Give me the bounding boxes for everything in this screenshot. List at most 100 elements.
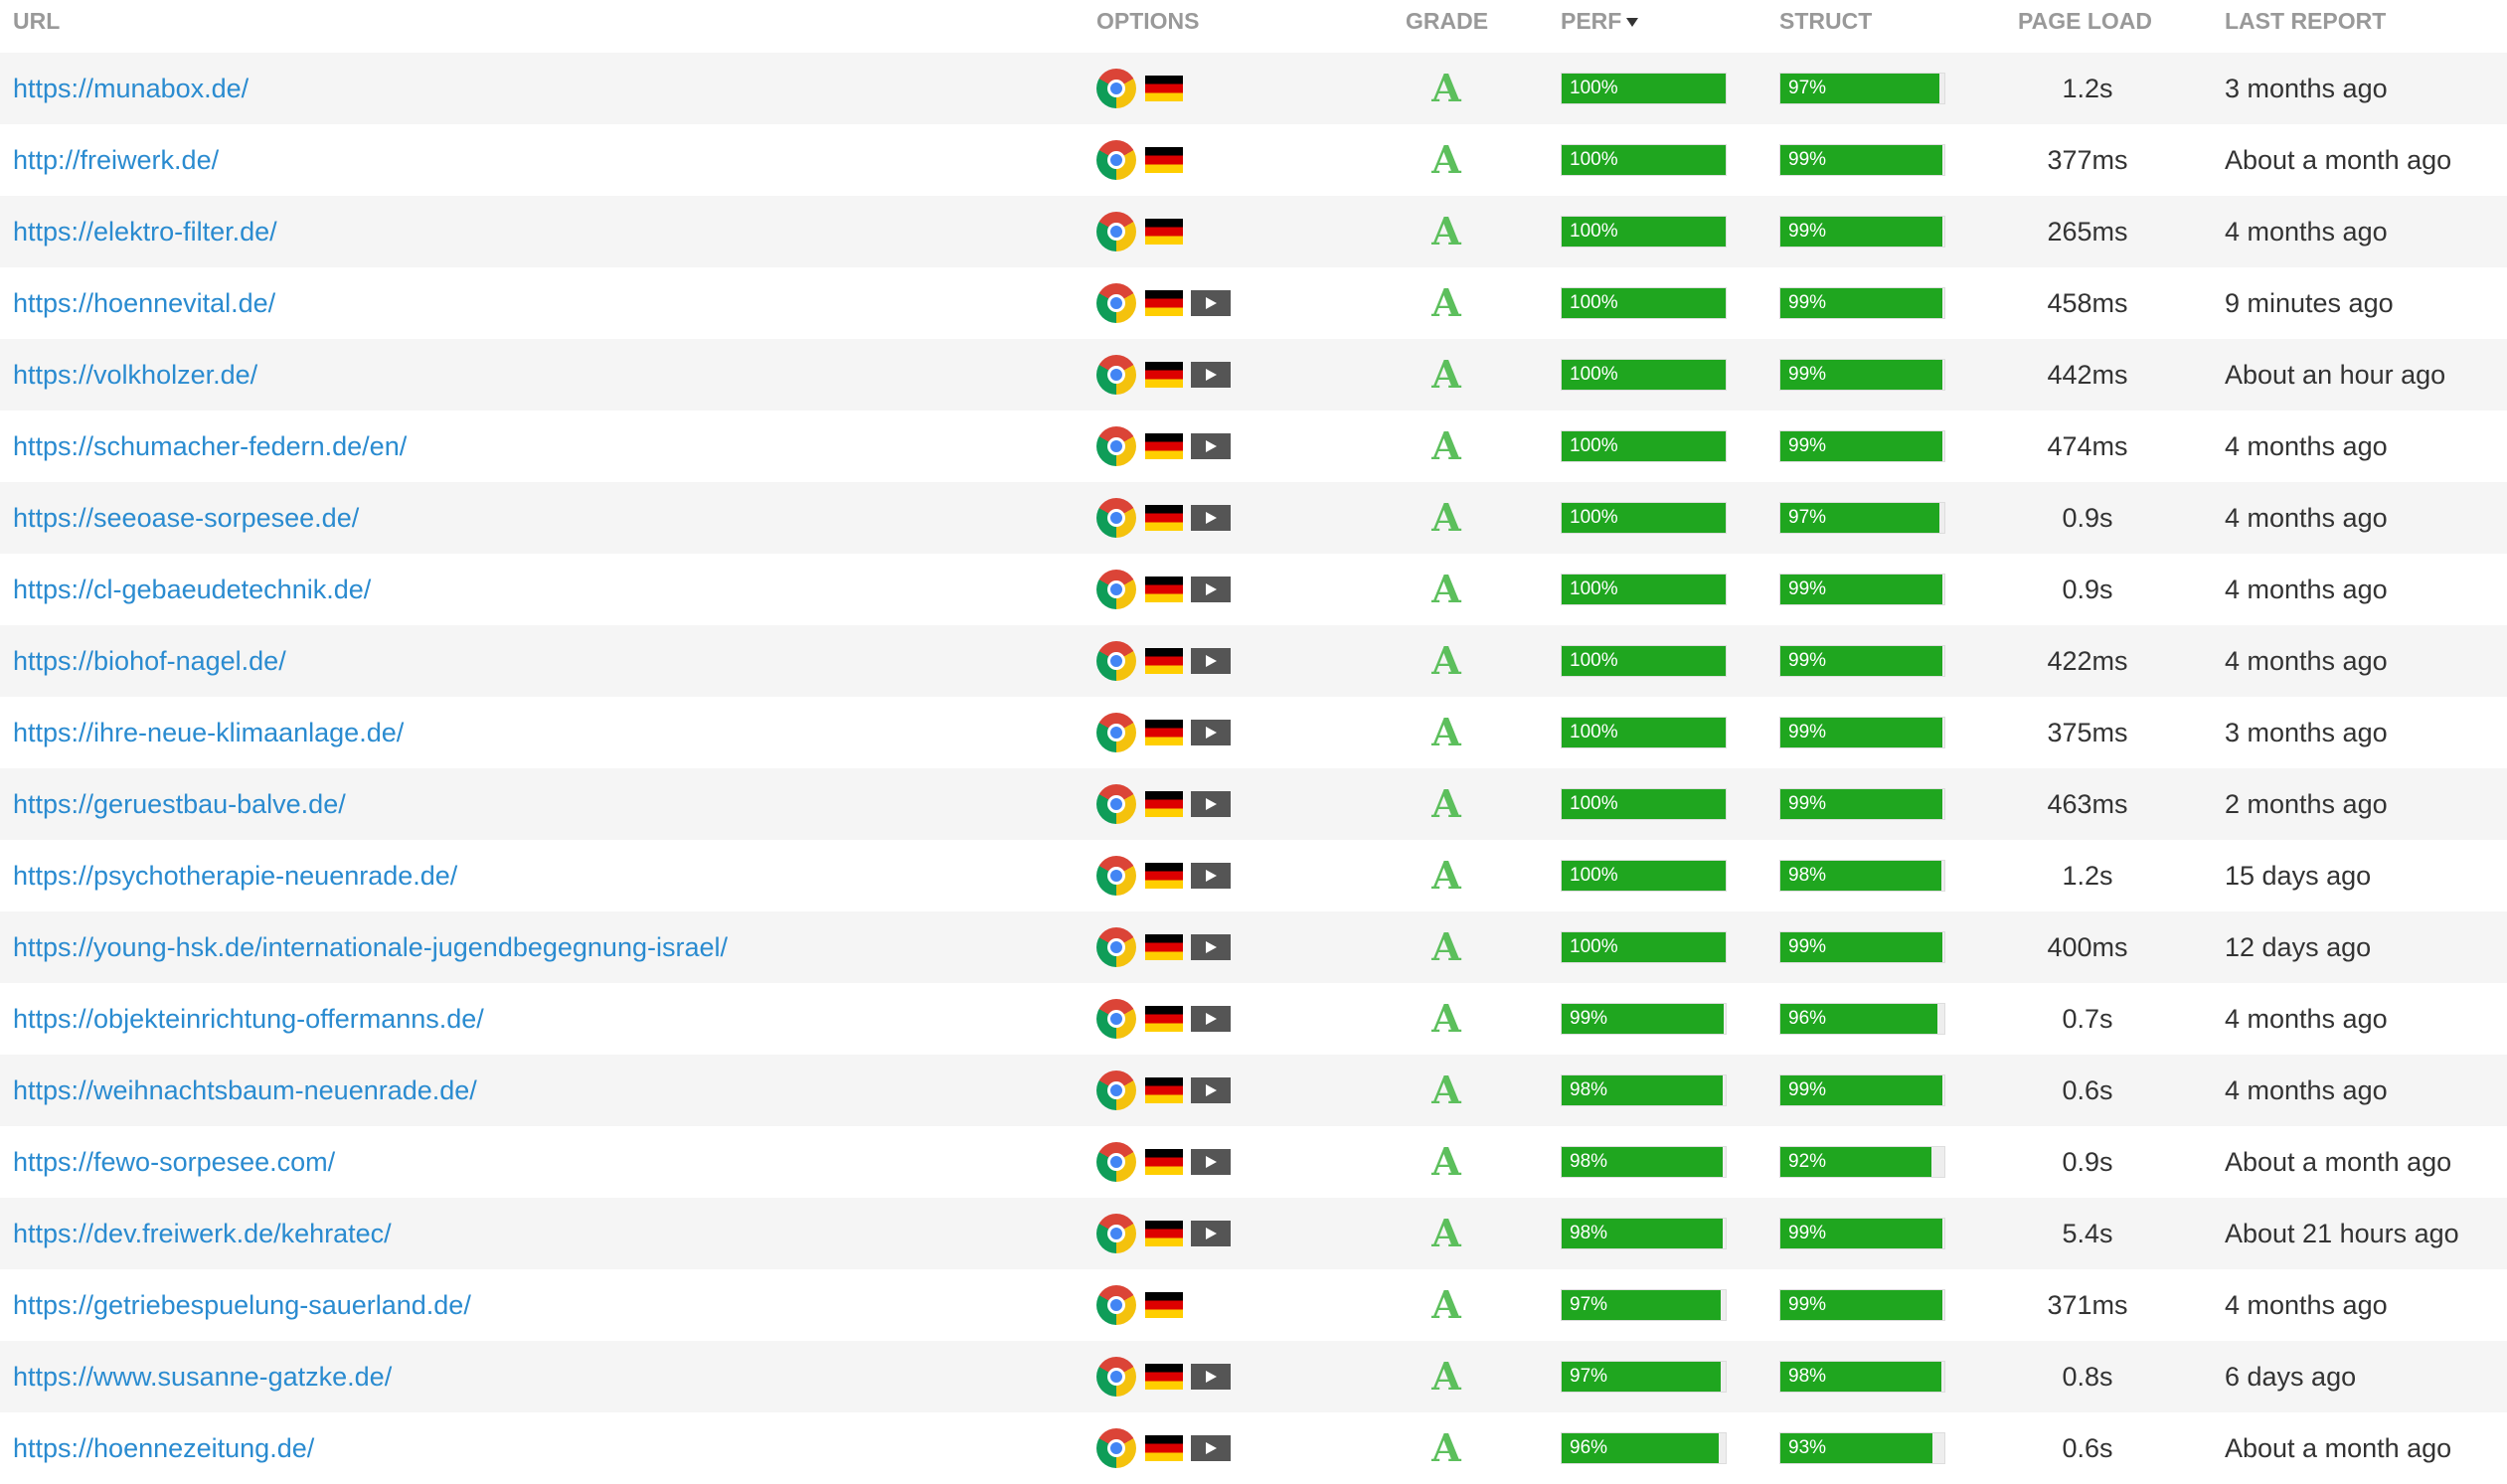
table-row: https://dev.freiwerk.de/kehratec/A 98% 99%…: [0, 1198, 2507, 1269]
struct-track: 99%: [1779, 931, 1945, 963]
video-icon[interactable]: [1191, 1364, 1231, 1390]
perf-bar: [1562, 1004, 1725, 1034]
column-header[interactable]: OPTIONS: [1096, 8, 1200, 34]
perf-track: 96%: [1561, 1432, 1727, 1464]
url-link[interactable]: https://www.susanne-gatzke.de/: [13, 1362, 393, 1392]
struct-bar: [1780, 718, 1943, 747]
url-link[interactable]: https://biohof-nagel.de/: [13, 646, 286, 676]
struct-bar: [1780, 1362, 1941, 1392]
video-icon[interactable]: [1191, 863, 1231, 889]
page-load: 0.9s: [2062, 1147, 2113, 1177]
perf-label: 98%: [1570, 1079, 1608, 1100]
video-icon[interactable]: [1191, 720, 1231, 745]
perf-bar: [1562, 288, 1726, 318]
url-link[interactable]: https://psychotherapie-neuenrade.de/: [13, 861, 458, 891]
url-link[interactable]: https://young-hsk.de/internationale-juge…: [13, 932, 728, 962]
page-load: 458ms: [2047, 288, 2128, 318]
struct-track: 99%: [1779, 1289, 1945, 1321]
url-link[interactable]: https://hoennezeitung.de/: [13, 1433, 315, 1463]
url-link[interactable]: https://hoennevital.de/: [13, 288, 276, 318]
url-link[interactable]: http://freiwerk.de/: [13, 145, 220, 175]
location-flag: [1145, 934, 1183, 960]
perf-bar: [1562, 431, 1726, 461]
column-header[interactable]: GRADE: [1406, 8, 1489, 34]
video-icon[interactable]: [1191, 791, 1231, 817]
table-row: https://biohof-nagel.de/A 100% 99% 422ms 4 m…: [0, 625, 2507, 697]
url-link[interactable]: https://munabox.de/: [13, 74, 250, 103]
table-row: https://objekteinrichtung-offermanns.de/…: [0, 983, 2507, 1055]
perf-track: 100%: [1561, 645, 1727, 677]
video-icon[interactable]: [1191, 934, 1231, 960]
struct-bar: [1780, 1219, 1943, 1248]
url-link[interactable]: https://fewo-sorpesee.com/: [13, 1147, 336, 1177]
perf-label: 96%: [1570, 1437, 1608, 1458]
url-link[interactable]: https://geruestbau-balve.de/: [13, 789, 346, 819]
url-link[interactable]: https://seeoase-sorpesee.de/: [13, 503, 360, 533]
url-link[interactable]: https://objekteinrichtung-offermanns.de/: [13, 1004, 484, 1034]
page-load: 1.2s: [2062, 74, 2113, 103]
grade: A: [1431, 137, 1461, 182]
struct-label: 99%: [1788, 221, 1827, 242]
url-link[interactable]: https://volkholzer.de/: [13, 360, 258, 390]
page-load: 0.6s: [2062, 1433, 2113, 1463]
video-icon[interactable]: [1191, 1006, 1231, 1032]
video-icon[interactable]: [1191, 1221, 1231, 1246]
url-link[interactable]: https://schumacher-federn.de/en/: [13, 431, 408, 461]
perf-track: 100%: [1561, 574, 1727, 605]
table-row: https://hoennevital.de/A 100% 99% 458ms 9 mi…: [0, 267, 2507, 339]
perf-bar: [1562, 360, 1726, 390]
column-header[interactable]: PAGE LOAD: [2018, 8, 2153, 34]
browser-icon: [1096, 641, 1136, 681]
url-link[interactable]: https://dev.freiwerk.de/kehratec/: [13, 1219, 392, 1248]
video-icon[interactable]: [1191, 505, 1231, 531]
perf-bar: [1562, 861, 1726, 891]
browser-icon: [1096, 1285, 1136, 1325]
last-report: 4 months ago: [2225, 217, 2388, 247]
browser-icon: [1096, 999, 1136, 1039]
video-icon[interactable]: [1191, 433, 1231, 459]
perf-bar: [1562, 1075, 1723, 1105]
video-icon[interactable]: [1191, 577, 1231, 602]
location-flag: [1145, 648, 1183, 674]
url-link[interactable]: https://elektro-filter.de/: [13, 217, 277, 247]
struct-track: 93%: [1779, 1432, 1945, 1464]
browser-icon: [1096, 212, 1136, 251]
perf-track: 100%: [1561, 359, 1727, 391]
url-link[interactable]: https://weihnachtsbaum-neuenrade.de/: [13, 1075, 477, 1105]
last-report: 4 months ago: [2225, 431, 2388, 461]
perf-label: 99%: [1570, 1008, 1608, 1029]
video-icon[interactable]: [1191, 1435, 1231, 1461]
url-link[interactable]: https://cl-gebaeudetechnik.de/: [13, 575, 372, 604]
last-report: About a month ago: [2225, 145, 2452, 175]
perf-label: 100%: [1570, 507, 1618, 528]
video-icon[interactable]: [1191, 362, 1231, 388]
struct-bar: [1780, 1433, 1933, 1463]
perf-bar: [1562, 1147, 1723, 1177]
video-icon[interactable]: [1191, 648, 1231, 674]
column-header[interactable]: STRUCT: [1779, 8, 1873, 34]
last-report: 4 months ago: [2225, 575, 2388, 604]
table-row: https://seeoase-sorpesee.de/A 100% 97% 0.9s…: [0, 482, 2507, 554]
perf-bar: [1562, 1433, 1720, 1463]
location-flag: [1145, 1221, 1183, 1246]
column-header[interactable]: URL: [13, 8, 61, 34]
location-flag: [1145, 290, 1183, 316]
video-icon[interactable]: [1191, 1149, 1231, 1175]
struct-label: 92%: [1788, 1151, 1827, 1172]
browser-icon: [1096, 283, 1136, 323]
struct-label: 98%: [1788, 865, 1827, 886]
perf-label: 100%: [1570, 936, 1618, 957]
table-row: https://cl-gebaeudetechnik.de/A 100% 99% 0.…: [0, 554, 2507, 625]
video-icon[interactable]: [1191, 290, 1231, 316]
url-link[interactable]: https://ihre-neue-klimaanlage.de/: [13, 718, 405, 747]
url-link[interactable]: https://getriebespuelung-sauerland.de/: [13, 1290, 471, 1320]
perf-track: 100%: [1561, 717, 1727, 748]
browser-icon: [1096, 856, 1136, 896]
page-load: 265ms: [2047, 217, 2128, 247]
struct-track: 99%: [1779, 645, 1945, 677]
browser-icon: [1096, 1214, 1136, 1253]
video-icon[interactable]: [1191, 1077, 1231, 1103]
column-header[interactable]: LAST REPORT: [2225, 8, 2387, 34]
column-header[interactable]: PERF: [1561, 0, 1639, 42]
perf-track: 100%: [1561, 430, 1727, 462]
